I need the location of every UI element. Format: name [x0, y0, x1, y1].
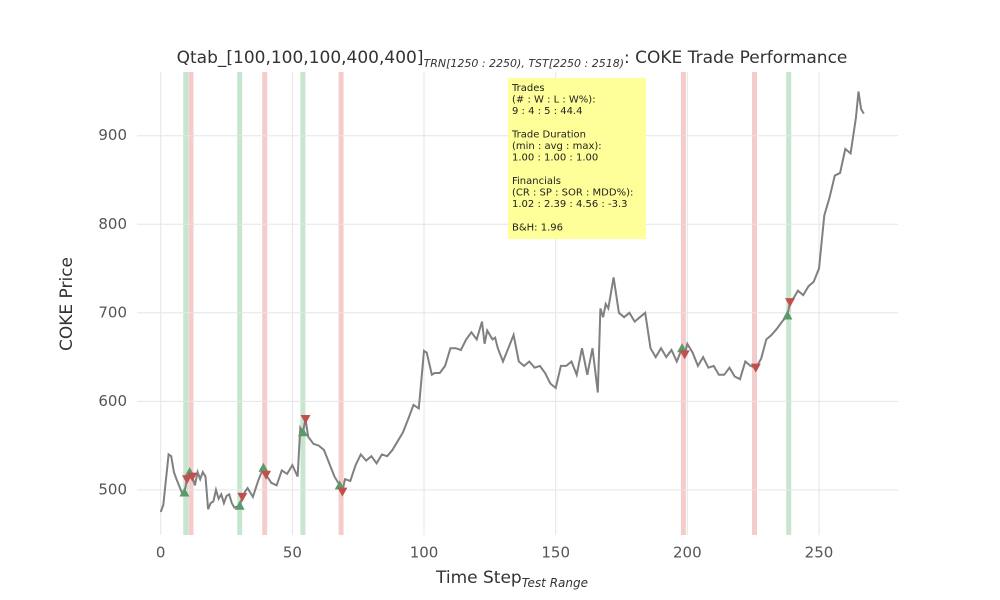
- buy-marker: [677, 343, 688, 353]
- shaded-span: [338, 72, 344, 535]
- x-label-main: Time Step: [435, 568, 522, 588]
- x-tick-label: 150: [541, 544, 570, 562]
- sell-marker: [337, 487, 348, 497]
- x-label-subscript: Test Range: [522, 576, 588, 590]
- buy-marker: [179, 487, 190, 497]
- sell-marker: [679, 350, 690, 360]
- shaded-span: [680, 72, 686, 535]
- x-tick-label: 200: [673, 544, 702, 562]
- sell-marker: [187, 472, 198, 482]
- buy-marker: [258, 462, 269, 472]
- annotation-text: Financials: [512, 176, 561, 187]
- sell-marker: [750, 363, 761, 373]
- buy-marker: [234, 500, 245, 510]
- buy-marker: [782, 310, 793, 320]
- sell-marker: [785, 298, 796, 308]
- y-tick-label: 800: [98, 215, 127, 233]
- x-axis-label: Time StepTest Range: [435, 568, 588, 590]
- spans: [183, 72, 792, 535]
- grid: 500 600 700 800 900 0 50 100 150 200 250: [98, 72, 898, 562]
- x-tick-label: 0: [156, 544, 166, 562]
- shaded-span: [262, 72, 268, 535]
- x-tick-label: 50: [283, 544, 302, 562]
- annotation-text: Trade Duration: [511, 130, 586, 141]
- shaded-span: [300, 72, 306, 535]
- annotation-text: Trades: [511, 83, 545, 94]
- shaded-span: [237, 72, 243, 535]
- chart-title: Qtab_[100,100,100,400,400]TRN[1250 : 225…: [177, 48, 848, 70]
- annotation-text: (min : avg : max):: [512, 141, 602, 152]
- annotation-text: 1.02 : 2.39 : 4.56 : -3.3: [512, 199, 628, 210]
- y-tick-label: 700: [98, 303, 127, 321]
- annotation-text: (CR : SP : SOR : MDD%):: [512, 188, 633, 199]
- x-tick-label: 250: [805, 544, 834, 562]
- annotation-text: 9 : 4 : 5 : 44.4: [512, 106, 583, 117]
- sell-marker: [300, 415, 311, 425]
- annotation-text: B&H: 1.96: [512, 223, 563, 234]
- annotation-text: 1.00 : 1.00 : 1.00: [512, 153, 598, 164]
- plot: [159, 91, 865, 513]
- shaded-span: [751, 72, 757, 535]
- title-suffix: : COKE Trade Performance: [624, 48, 847, 68]
- y-tick-label: 900: [98, 126, 127, 144]
- x-tick-label: 100: [410, 544, 439, 562]
- y-axis-label: COKE Price: [57, 257, 77, 351]
- shaded-span: [183, 72, 189, 535]
- buy-marker: [297, 427, 308, 437]
- shaded-span: [188, 72, 194, 535]
- annotation-box: [508, 78, 646, 239]
- y-tick-label: 600: [98, 392, 127, 410]
- sell-marker: [261, 470, 272, 480]
- title-main: Qtab_[100,100,100,400,400]: [177, 48, 424, 68]
- sell-marker: [237, 492, 248, 502]
- sell-marker: [182, 475, 193, 485]
- title-subscript: TRN[1250 : 2250), TST[2250 : 2518): [423, 57, 624, 70]
- annotation-text: (# : W : L : W%):: [512, 95, 596, 106]
- buy-marker: [334, 480, 345, 490]
- y-tick-label: 500: [98, 480, 127, 498]
